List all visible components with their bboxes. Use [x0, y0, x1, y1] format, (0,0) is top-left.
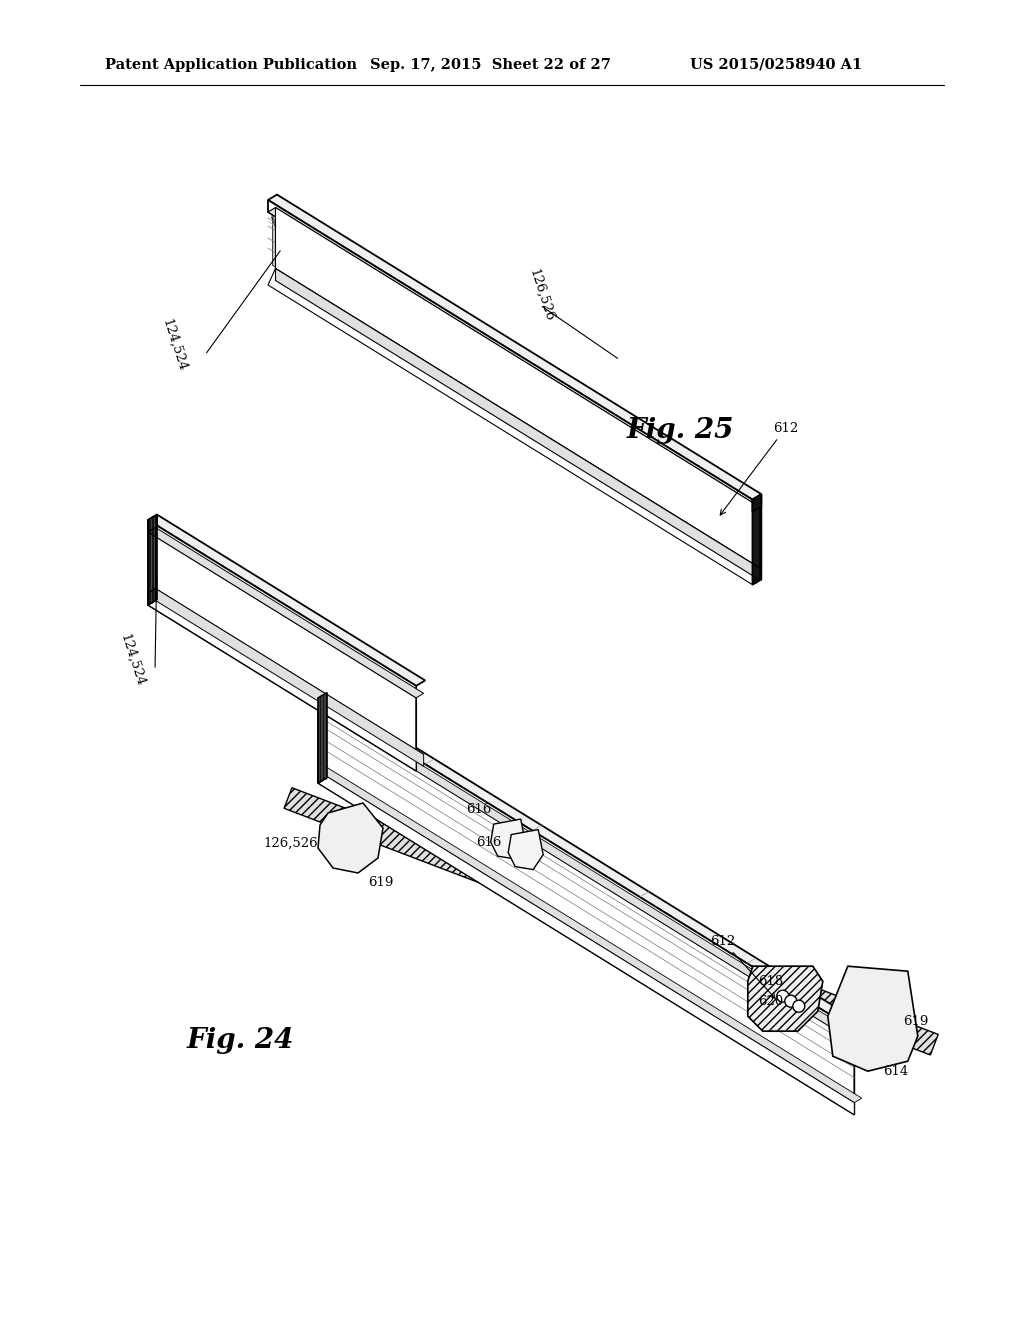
Polygon shape	[148, 515, 157, 532]
Polygon shape	[148, 593, 416, 771]
Text: 124,524: 124,524	[118, 632, 147, 688]
Text: 126,526: 126,526	[263, 837, 317, 850]
Text: 614: 614	[883, 1065, 908, 1077]
Polygon shape	[393, 289, 414, 352]
Text: Sep. 17, 2015  Sheet 22 of 27: Sep. 17, 2015 Sheet 22 of 27	[370, 58, 611, 73]
Polygon shape	[318, 803, 383, 873]
Polygon shape	[156, 527, 157, 589]
Circle shape	[784, 995, 797, 1007]
Polygon shape	[515, 364, 535, 428]
Polygon shape	[717, 488, 736, 552]
Polygon shape	[318, 693, 863, 1030]
Polygon shape	[753, 568, 762, 585]
Polygon shape	[748, 966, 823, 1031]
Circle shape	[793, 1001, 805, 1012]
Polygon shape	[595, 414, 615, 478]
Polygon shape	[148, 528, 424, 698]
Polygon shape	[268, 194, 762, 499]
Text: Fig. 25: Fig. 25	[627, 417, 733, 444]
Polygon shape	[268, 268, 760, 585]
Circle shape	[777, 990, 788, 1002]
Text: 619: 619	[368, 876, 393, 890]
Polygon shape	[156, 587, 157, 601]
Polygon shape	[676, 463, 696, 528]
Text: 612: 612	[720, 421, 798, 515]
Polygon shape	[148, 515, 425, 686]
Polygon shape	[474, 339, 495, 403]
Text: 619: 619	[903, 1015, 928, 1028]
Text: Patent Application Publication: Patent Application Publication	[105, 58, 357, 73]
Polygon shape	[148, 589, 156, 605]
Text: 616: 616	[476, 836, 501, 849]
Polygon shape	[490, 820, 525, 859]
Text: 612: 612	[711, 935, 775, 998]
Polygon shape	[318, 705, 862, 1041]
Polygon shape	[318, 698, 854, 1114]
Text: 616: 616	[466, 803, 492, 816]
Text: 124,524: 124,524	[160, 317, 189, 372]
Polygon shape	[268, 201, 753, 512]
Text: US 2015/0258940 A1: US 2015/0258940 A1	[690, 58, 862, 73]
Polygon shape	[272, 214, 293, 277]
Text: 126,526: 126,526	[527, 267, 556, 323]
Polygon shape	[760, 506, 762, 568]
Polygon shape	[275, 207, 760, 568]
Polygon shape	[318, 693, 327, 783]
Text: Fig. 24: Fig. 24	[186, 1027, 294, 1053]
Polygon shape	[753, 494, 762, 512]
Polygon shape	[555, 389, 575, 453]
Polygon shape	[827, 966, 918, 1072]
Polygon shape	[318, 771, 854, 1114]
Text: 620: 620	[758, 995, 783, 1007]
Polygon shape	[275, 268, 760, 579]
Polygon shape	[353, 264, 374, 327]
Polygon shape	[636, 440, 656, 503]
Polygon shape	[284, 788, 938, 1055]
Text: 618: 618	[758, 974, 783, 987]
Polygon shape	[268, 207, 760, 512]
Polygon shape	[508, 829, 543, 870]
Polygon shape	[318, 767, 862, 1102]
Polygon shape	[148, 589, 424, 759]
Polygon shape	[148, 520, 416, 771]
Polygon shape	[434, 314, 455, 378]
Polygon shape	[313, 239, 333, 302]
Polygon shape	[156, 589, 424, 767]
